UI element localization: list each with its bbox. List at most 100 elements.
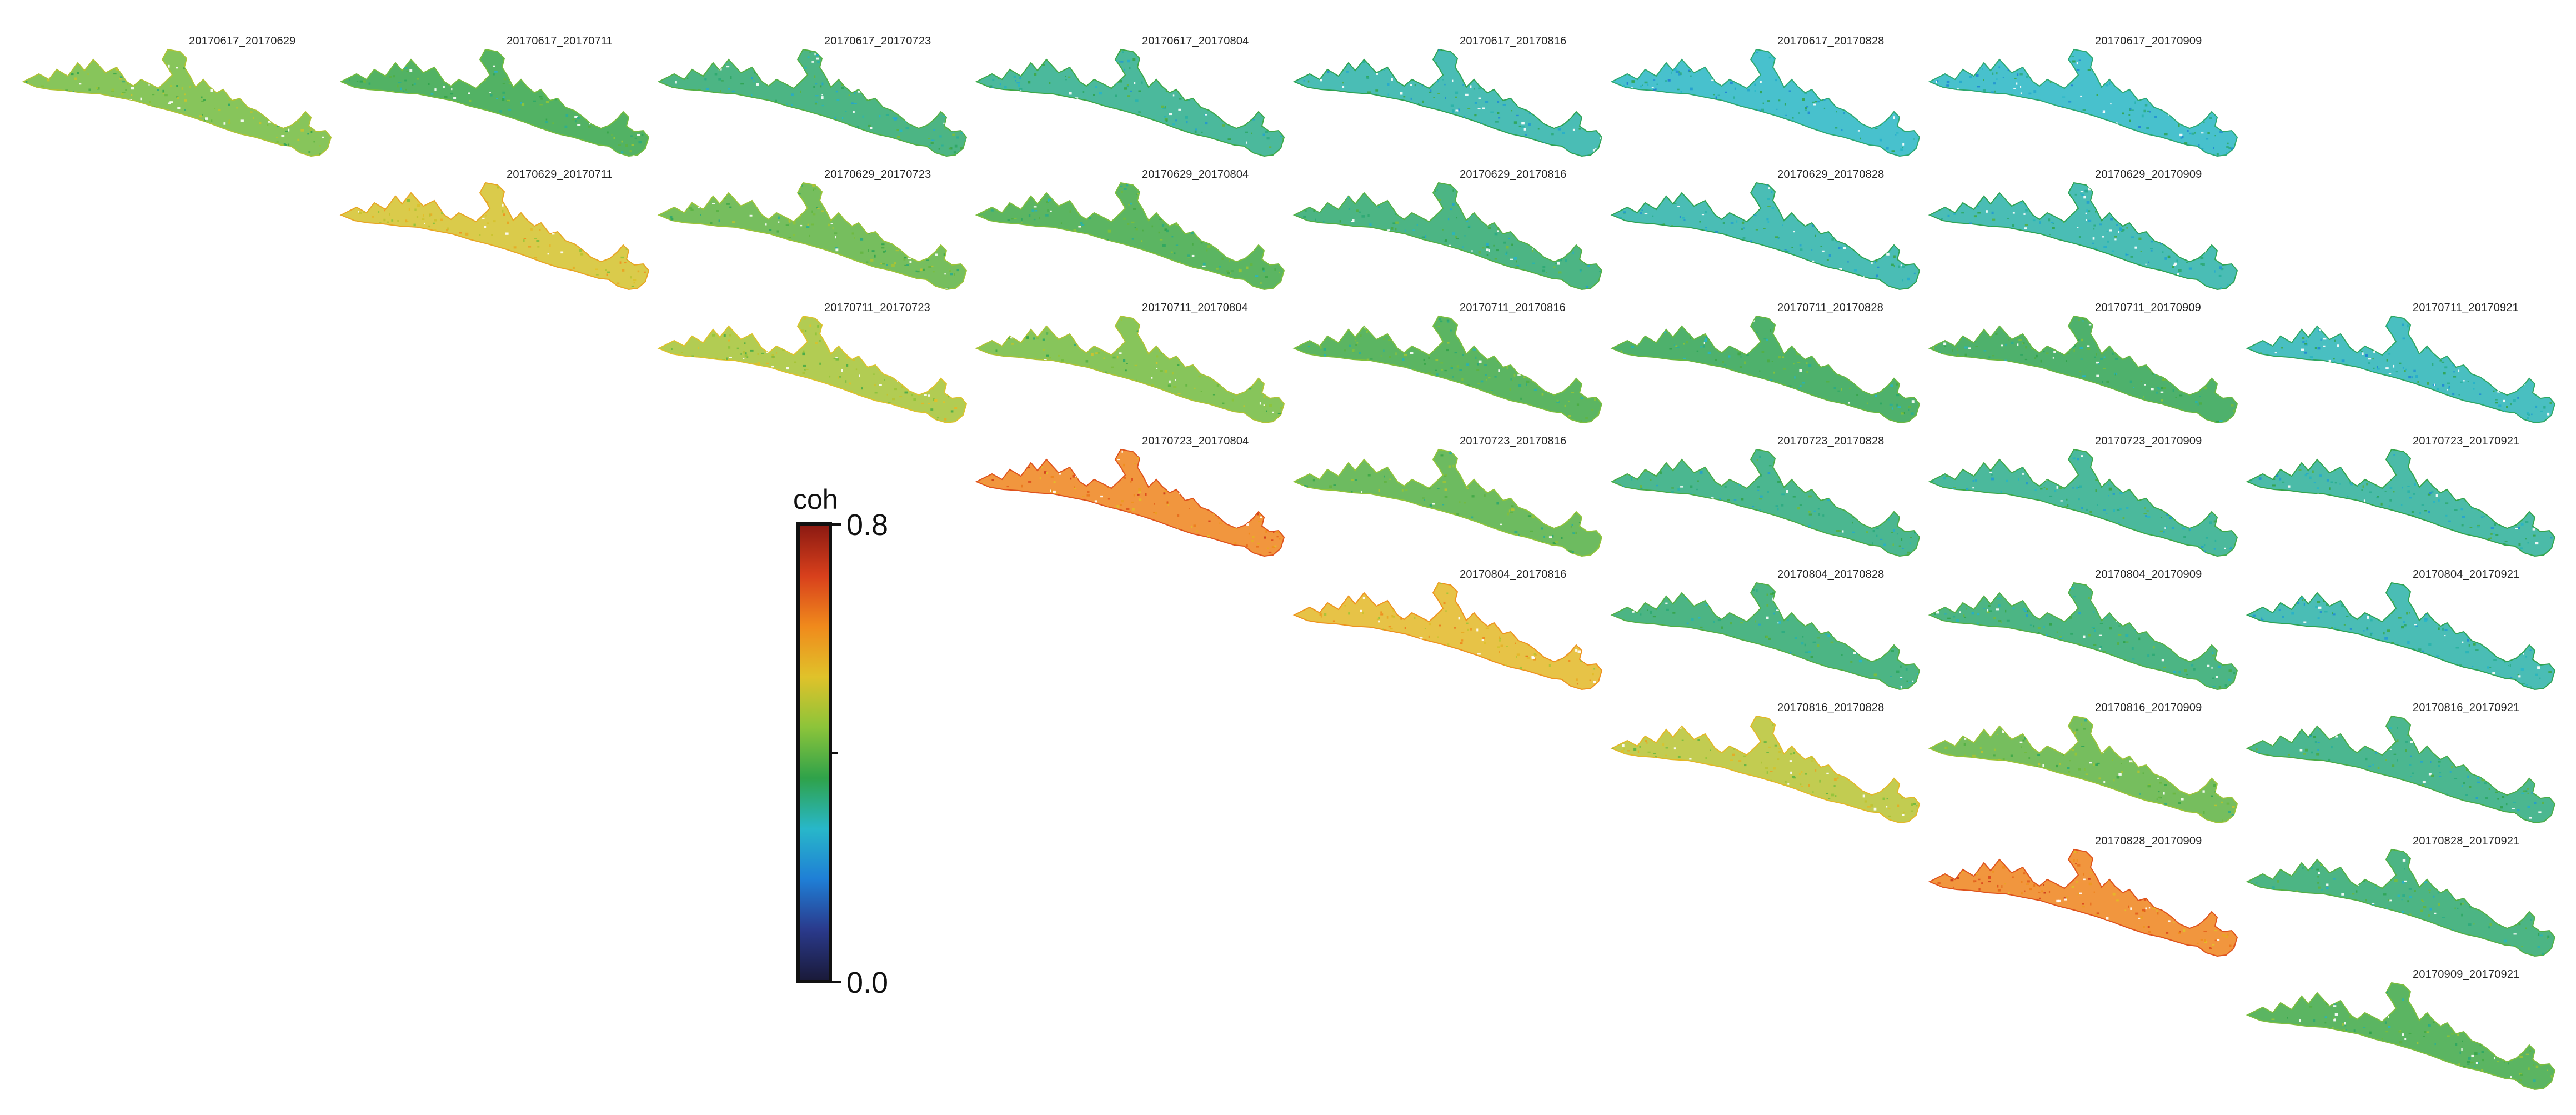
island-coherence-fill [1610, 715, 1921, 824]
panel-date-pair-label: 20170711_20170909 [2095, 302, 2202, 314]
panel-date-pair-label: 20170804_20170816 [1460, 568, 1567, 581]
interferogram-panel: 20170711_20170909 [1928, 297, 2239, 431]
coherence-colorbar: coh 0.8 0.0 [778, 483, 955, 998]
island-coherence-fill [2246, 448, 2556, 557]
panel-date-pair-label: 20170804_20170909 [2095, 568, 2202, 581]
interferogram-panel: 20170909_20170921 [2246, 964, 2557, 1097]
island-coherence-fill [1292, 315, 1603, 424]
interferogram-panel: 20170723_20170804 [975, 431, 1286, 564]
interferogram-panel: 20170723_20170816 [1292, 431, 1604, 564]
interferogram-panel: 20170804_20170828 [1610, 564, 1922, 697]
panel-date-pair-label: 20170629_20170816 [1460, 168, 1567, 181]
coherence-map [1928, 448, 2238, 557]
interferogram-panel: 20170629_20170711 [339, 164, 651, 297]
panel-date-pair-label: 20170617_20170909 [2095, 35, 2202, 47]
interferogram-panel: 20170723_20170921 [2246, 431, 2557, 564]
interferogram-panel: 20170617_20170723 [657, 31, 969, 164]
coherence-map [2246, 315, 2556, 424]
coherence-map [22, 48, 332, 157]
island-coherence-fill [1610, 182, 1921, 291]
colorbar-gradient [796, 522, 832, 983]
panel-date-pair-label: 20170629_20170723 [824, 168, 931, 181]
panel-date-pair-label: 20170629_20170828 [1777, 168, 1885, 181]
coherence-map [1292, 48, 1603, 157]
coherence-map [1610, 582, 1921, 691]
coherence-map [1292, 582, 1603, 691]
interferogram-panel: 20170711_20170723 [657, 297, 969, 431]
island-coherence-fill [2246, 982, 2556, 1091]
interferogram-panel: 20170629_20170804 [975, 164, 1286, 297]
colorbar-tick-min [832, 981, 841, 983]
coherence-map [1928, 315, 2238, 424]
interferogram-panel: 20170617_20170711 [339, 31, 651, 164]
panel-date-pair-label: 20170617_20170804 [1142, 35, 1249, 47]
island-coherence-fill [1610, 48, 1921, 157]
panel-date-pair-label: 20170828_20170921 [2413, 835, 2520, 847]
coherence-map [657, 315, 968, 424]
panel-date-pair-label: 20170909_20170921 [2413, 968, 2520, 981]
panel-date-pair-label: 20170629_20170711 [507, 168, 613, 181]
panel-date-pair-label: 20170711_20170921 [2413, 302, 2519, 314]
coherence-map [975, 48, 1285, 157]
island-coherence-fill [2246, 848, 2556, 957]
colorbar-min-label: 0.0 [846, 966, 889, 999]
interferogram-panel: 20170711_20170921 [2246, 297, 2557, 431]
panel-date-pair-label: 20170617_20170828 [1777, 35, 1885, 47]
island-coherence-fill [339, 182, 650, 291]
island-coherence-fill [975, 182, 1285, 291]
island-coherence-fill [1928, 448, 2238, 557]
coherence-map [2246, 582, 2556, 691]
interferogram-panel: 20170617_20170909 [1928, 31, 2239, 164]
interferogram-panel: 20170629_20170909 [1928, 164, 2239, 297]
panel-date-pair-label: 20170723_20170828 [1777, 435, 1885, 447]
island-coherence-fill [2246, 582, 2556, 691]
island-coherence-fill [2246, 715, 2556, 824]
coherence-map [1292, 182, 1603, 291]
coherence-map [1928, 182, 2238, 291]
colorbar-max-label: 0.8 [846, 508, 889, 542]
coherence-map [1610, 715, 1921, 824]
panel-date-pair-label: 20170723_20170909 [2095, 435, 2202, 447]
panel-date-pair-label: 20170617_20170711 [507, 35, 613, 47]
panel-date-pair-label: 20170723_20170921 [2413, 435, 2520, 447]
coherence-map [1292, 448, 1603, 557]
panel-date-pair-label: 20170617_20170723 [824, 35, 931, 47]
coherence-map [1610, 48, 1921, 157]
coherence-map [339, 48, 650, 157]
interferogram-panel: 20170804_20170816 [1292, 564, 1604, 697]
interferogram-panel: 20170629_20170723 [657, 164, 969, 297]
panel-date-pair-label: 20170723_20170804 [1142, 435, 1249, 447]
island-coherence-fill [1928, 715, 2238, 824]
panel-date-pair-label: 20170711_20170723 [824, 302, 931, 314]
coherence-map [975, 315, 1285, 424]
island-coherence-fill [1610, 448, 1921, 557]
coherence-map [2246, 715, 2556, 824]
interferogram-panel: 20170629_20170816 [1292, 164, 1604, 297]
colorbar-title: coh [793, 484, 838, 515]
panel-date-pair-label: 20170723_20170816 [1460, 435, 1567, 447]
island-coherence-fill [2246, 315, 2556, 424]
panel-date-pair-label: 20170828_20170909 [2095, 835, 2202, 847]
island-coherence-fill [657, 182, 968, 291]
panel-date-pair-label: 20170816_20170909 [2095, 702, 2202, 714]
coherence-map [1292, 315, 1603, 424]
island-coherence-fill [1292, 448, 1603, 557]
panel-date-pair-label: 20170816_20170828 [1777, 702, 1885, 714]
interferogram-panel: 20170804_20170909 [1928, 564, 2239, 697]
island-coherence-fill [1928, 48, 2238, 157]
panel-date-pair-label: 20170617_20170816 [1460, 35, 1567, 47]
island-coherence-fill [1292, 182, 1603, 291]
coherence-map [2246, 848, 2556, 957]
island-coherence-fill [657, 48, 968, 157]
panel-date-pair-label: 20170711_20170828 [1777, 302, 1884, 314]
coherence-map [2246, 982, 2556, 1091]
island-coherence-fill [339, 48, 650, 157]
coherence-map [1928, 582, 2238, 691]
interferogram-panel: 20170816_20170828 [1610, 697, 1922, 831]
interferogram-panel: 20170617_20170828 [1610, 31, 1922, 164]
island-coherence-fill [1928, 848, 2238, 957]
panel-date-pair-label: 20170617_20170629 [189, 35, 296, 47]
panel-date-pair-label: 20170804_20170828 [1777, 568, 1885, 581]
island-coherence-fill [975, 315, 1285, 424]
